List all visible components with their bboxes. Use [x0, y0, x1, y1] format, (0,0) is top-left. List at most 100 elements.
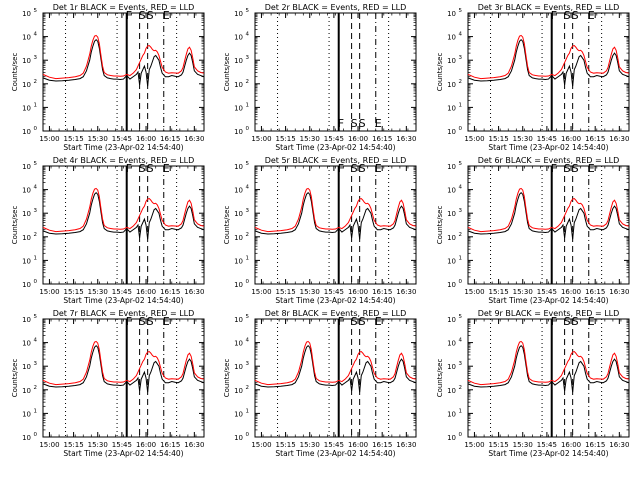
y-tick-label: 10 — [234, 34, 243, 42]
y-axis-label: Counts/sec — [436, 206, 444, 245]
series-events-line — [42, 344, 205, 393]
x-tick-label: 15:15 — [488, 135, 508, 143]
panel-title: Det 4r BLACK = Events, RED = LLD — [53, 156, 195, 165]
marker-label-S: S — [564, 315, 571, 328]
x-tick-label: 15:30 — [300, 288, 320, 296]
x-tick-label: 15:00 — [464, 288, 484, 296]
series-events-line — [467, 344, 630, 393]
y-tick-exponent: 2 — [34, 79, 38, 85]
y-tick-exponent: 3 — [34, 55, 38, 61]
y-tick-label: 10 — [234, 281, 243, 289]
x-tick-label: 15:30 — [300, 135, 320, 143]
x-tick-label: 15:45 — [537, 135, 557, 143]
y-tick-exponent: 3 — [459, 208, 463, 214]
x-tick-label: 15:00 — [39, 135, 59, 143]
x-tick-label: 16:15 — [372, 441, 392, 449]
y-tick-label: 10 — [234, 57, 243, 65]
y-tick-label: 10 — [447, 163, 456, 171]
x-tick-label: 16:15 — [585, 135, 605, 143]
x-tick-label: 16:15 — [372, 135, 392, 143]
y-tick-exponent: 5 — [246, 314, 250, 320]
x-tick-label: 15:45 — [112, 288, 132, 296]
y-tick-exponent: 5 — [459, 161, 463, 167]
y-tick-exponent: 3 — [459, 55, 463, 61]
y-tick-label: 10 — [22, 434, 31, 442]
x-tick-label: 15:30 — [88, 288, 108, 296]
x-tick-label: 15:45 — [112, 135, 132, 143]
y-tick-exponent: 0 — [246, 432, 250, 438]
marker-label-S: S — [564, 9, 571, 22]
y-tick-exponent: 2 — [246, 385, 250, 391]
marker-label-S: S — [139, 162, 146, 175]
series-lld-line — [42, 340, 205, 386]
x-tick-label: 15:15 — [275, 135, 295, 143]
y-tick-label: 10 — [234, 410, 243, 418]
y-tick-label: 10 — [234, 434, 243, 442]
y-tick-exponent: 5 — [246, 8, 250, 14]
x-tick-label: 15:00 — [39, 288, 59, 296]
series-events-line — [42, 191, 205, 240]
y-tick-exponent: 2 — [459, 232, 463, 238]
y-tick-label: 10 — [22, 281, 31, 289]
marker-label-F: F — [126, 9, 132, 22]
x-tick-label: 15:45 — [324, 441, 344, 449]
marker-label-E: E — [588, 315, 595, 328]
y-axis-label: Counts/sec — [436, 53, 444, 92]
y-tick-exponent: 5 — [34, 8, 38, 14]
y-axis-label: Counts/sec — [223, 359, 231, 398]
x-tick-label: 16:00 — [136, 288, 156, 296]
y-axis-label: Counts/sec — [11, 53, 19, 92]
x-axis-label: Start Time (23-Apr-02 14:54:40) — [63, 143, 183, 152]
y-tick-exponent: 2 — [34, 232, 38, 238]
marker-label-E: E — [375, 315, 382, 328]
x-tick-label: 16:30 — [184, 288, 204, 296]
y-tick-exponent: 3 — [34, 361, 38, 367]
y-tick-exponent: 4 — [459, 338, 463, 344]
x-tick-label: 16:00 — [561, 441, 581, 449]
y-tick-exponent: 3 — [459, 361, 463, 367]
marker-label-E: E — [163, 162, 170, 175]
y-tick-exponent: 0 — [34, 279, 38, 285]
y-tick-exponent: 4 — [246, 32, 250, 38]
y-tick-exponent: 2 — [246, 232, 250, 238]
y-tick-label: 10 — [447, 57, 456, 65]
x-tick-label: 15:30 — [513, 135, 533, 143]
x-tick-label: 15:15 — [63, 441, 83, 449]
y-tick-label: 10 — [447, 234, 456, 242]
y-tick-exponent: 4 — [246, 185, 250, 191]
marker-label-E: E — [163, 315, 170, 328]
y-tick-label: 10 — [22, 128, 31, 136]
y-tick-exponent: 1 — [246, 255, 250, 261]
y-tick-exponent: 3 — [246, 361, 250, 367]
marker-label-S: S — [351, 315, 358, 328]
y-tick-exponent: 5 — [459, 314, 463, 320]
series-events-line — [467, 38, 630, 87]
y-tick-exponent: 4 — [459, 185, 463, 191]
y-tick-label: 10 — [234, 363, 243, 371]
x-axis-label: Start Time (23-Apr-02 14:54:40) — [63, 296, 183, 305]
y-tick-label: 10 — [22, 210, 31, 218]
x-tick-label: 15:15 — [275, 288, 295, 296]
x-axis-label: Start Time (23-Apr-02 14:54:40) — [488, 296, 608, 305]
x-tick-label: 16:30 — [609, 135, 629, 143]
y-tick-label: 10 — [234, 234, 243, 242]
x-tick-label: 15:30 — [300, 441, 320, 449]
x-axis-label: Start Time (23-Apr-02 14:54:40) — [275, 449, 395, 458]
x-tick-label: 16:15 — [585, 441, 605, 449]
y-tick-exponent: 0 — [459, 432, 463, 438]
y-tick-label: 10 — [234, 210, 243, 218]
y-tick-exponent: 5 — [34, 314, 38, 320]
y-tick-exponent: 1 — [459, 102, 463, 108]
series-events-line — [254, 344, 417, 393]
x-tick-label: 16:00 — [348, 288, 368, 296]
x-tick-label: 15:15 — [488, 288, 508, 296]
x-tick-label: 16:30 — [396, 135, 416, 143]
marker-label-S: S — [351, 162, 358, 175]
x-tick-label: 16:00 — [561, 288, 581, 296]
marker-label-S: S — [359, 162, 366, 175]
x-tick-label: 16:00 — [348, 441, 368, 449]
y-tick-label: 10 — [22, 363, 31, 371]
